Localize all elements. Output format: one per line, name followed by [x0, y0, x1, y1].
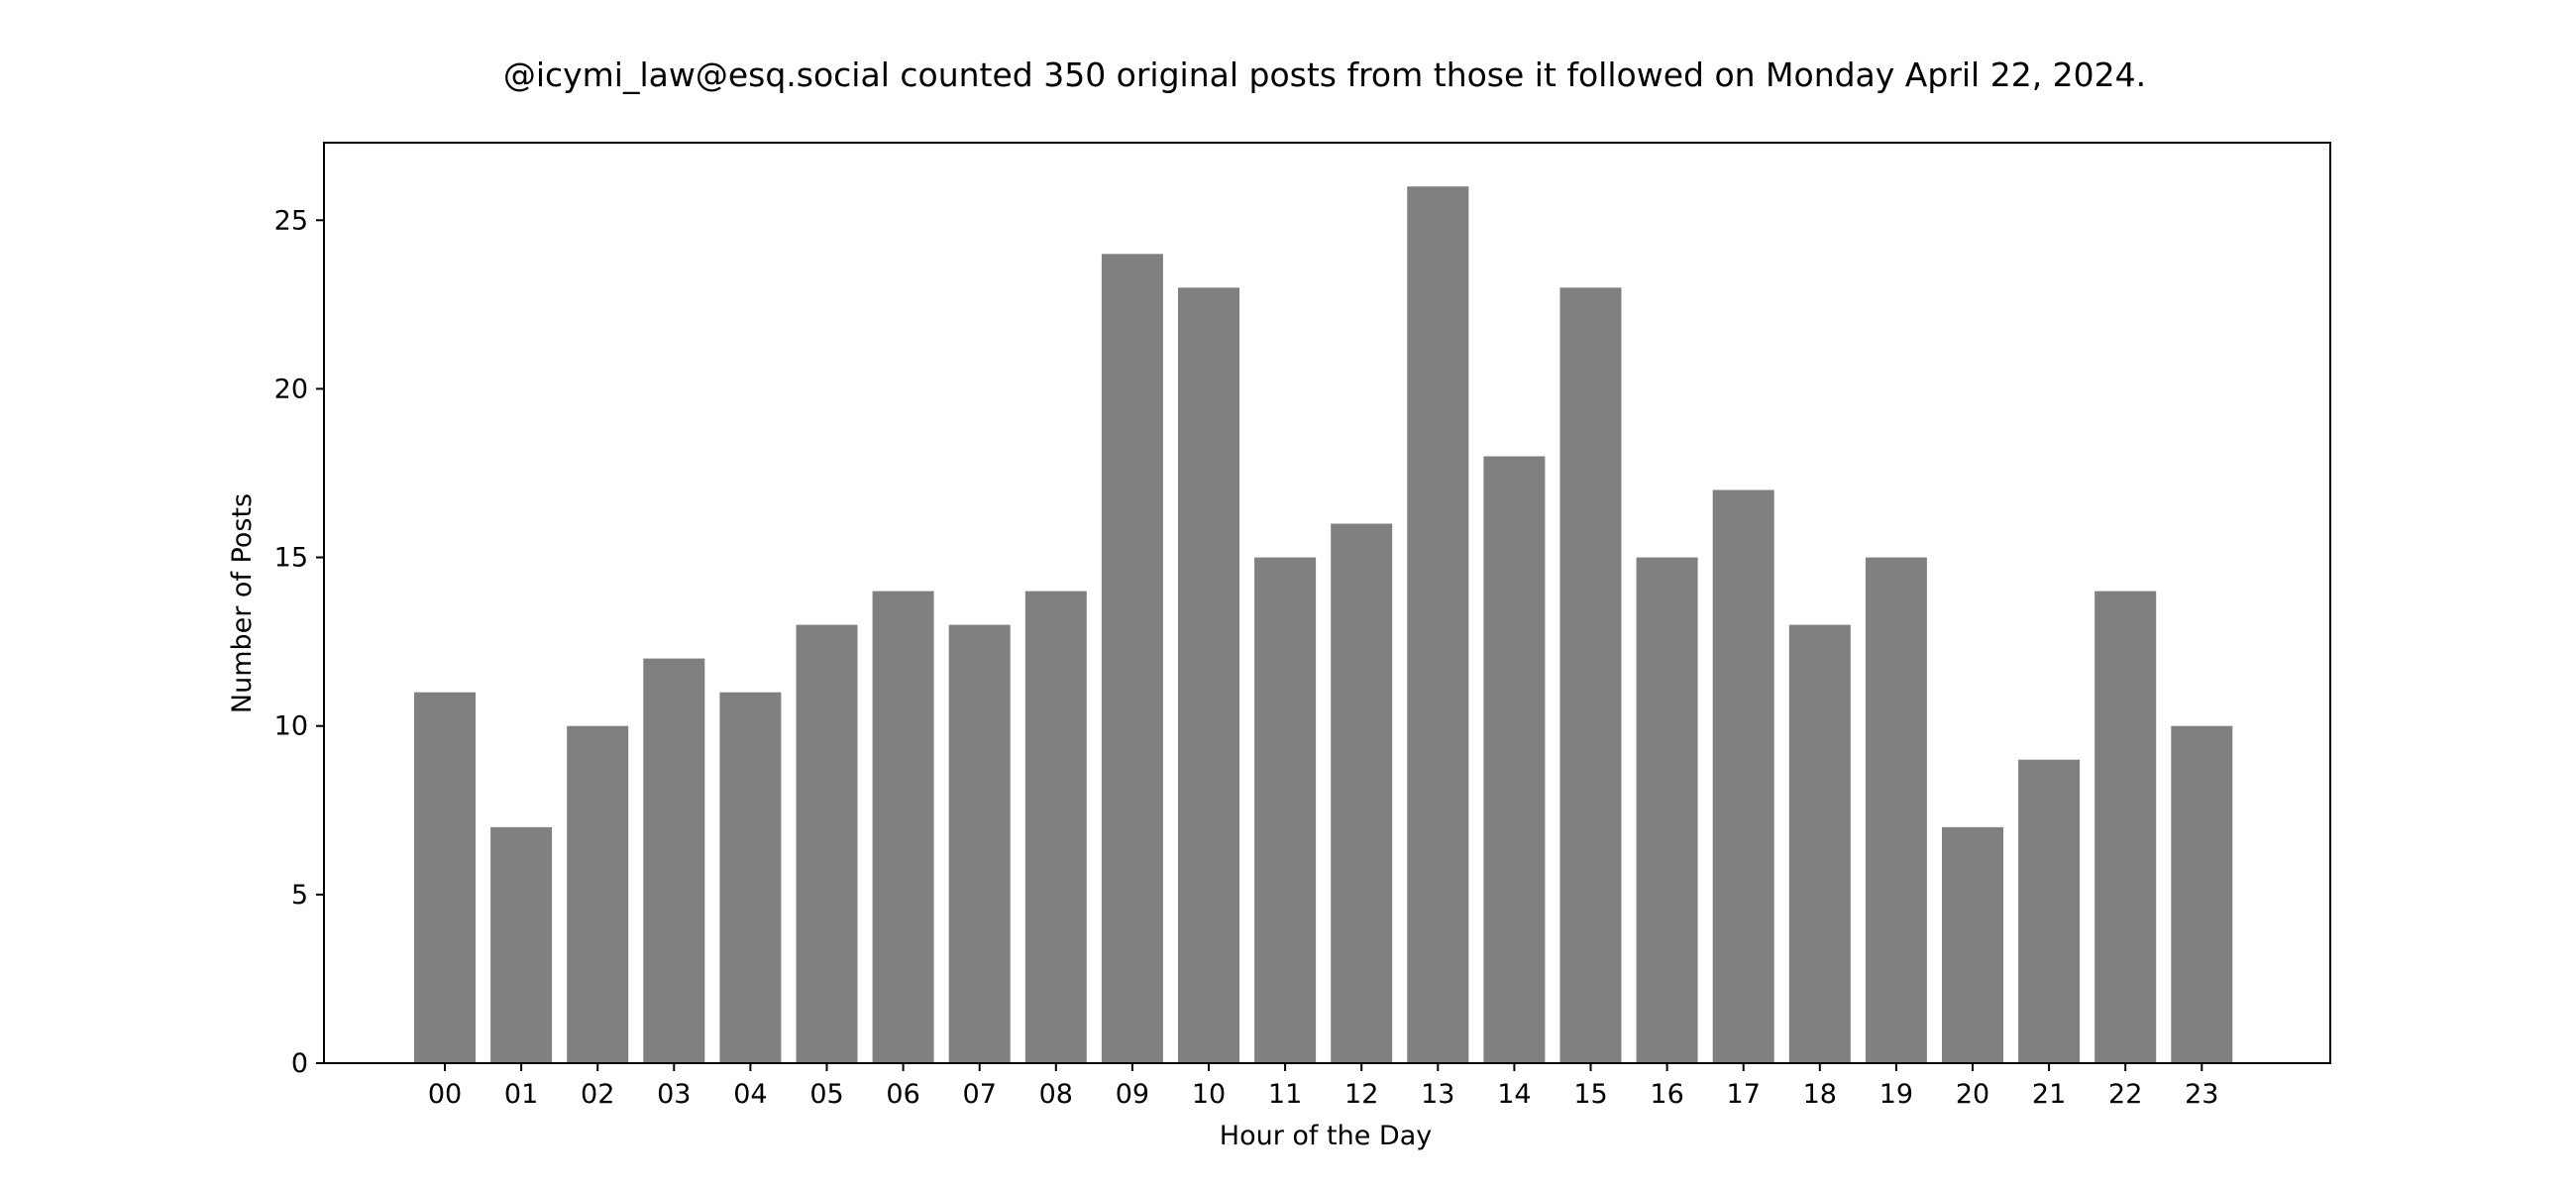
x-tick-label: 04: [733, 1079, 767, 1110]
bar-09: [1101, 254, 1163, 1063]
bar-18: [1788, 624, 1851, 1063]
x-tick-label: 03: [657, 1079, 691, 1110]
bar-04: [719, 692, 782, 1063]
x-tick-label: 02: [581, 1079, 614, 1110]
bar-02: [567, 725, 629, 1063]
bar-21: [2018, 759, 2081, 1063]
x-tick-label: 12: [1344, 1079, 1378, 1110]
x-tick-label: 23: [2185, 1079, 2218, 1110]
y-tick-label: 10: [274, 711, 308, 742]
y-axis-label: Number of Posts: [227, 493, 258, 713]
y-tick-label: 20: [274, 374, 308, 404]
x-tick-label: 01: [504, 1079, 538, 1110]
x-tick-label: 19: [1879, 1079, 1913, 1110]
bar-13: [1407, 186, 1469, 1063]
x-tick-label: 22: [2108, 1079, 2142, 1110]
bar-01: [490, 826, 553, 1063]
bar-12: [1331, 523, 1393, 1063]
bar-15: [1559, 287, 1622, 1063]
x-tick-label: 06: [886, 1079, 919, 1110]
x-tick-label: 16: [1650, 1079, 1683, 1110]
x-tick-label: 05: [809, 1079, 843, 1110]
y-tick-label: 25: [274, 205, 308, 236]
x-tick-label: 18: [1803, 1079, 1837, 1110]
bar-17: [1712, 489, 1774, 1063]
x-tick-label: 21: [2032, 1079, 2066, 1110]
bar-22: [2094, 591, 2157, 1063]
bars-group: [414, 186, 2233, 1063]
x-tick-label: 15: [1573, 1079, 1607, 1110]
chart-title: @icymi_law@esq.social counted 350 origin…: [503, 55, 2146, 94]
bar-00: [414, 692, 476, 1063]
x-tick-label: 14: [1497, 1079, 1531, 1110]
bar-11: [1254, 557, 1317, 1063]
x-tick-label: 20: [1956, 1079, 1989, 1110]
bar-05: [796, 624, 858, 1063]
bar-08: [1024, 591, 1087, 1063]
x-tick-label: 13: [1421, 1079, 1454, 1110]
x-tick-label: 08: [1039, 1079, 1073, 1110]
x-tick-label: 09: [1116, 1079, 1149, 1110]
bar-20: [1942, 826, 2003, 1063]
x-axis: 00 01 02 03 04 05 06 07 08 09 10 11 12 13 14 15 16 17 18 19…: [428, 1063, 2218, 1110]
x-tick-label: 10: [1192, 1079, 1226, 1110]
bar-07: [948, 624, 1011, 1063]
x-axis-label: Hour of the Day: [1220, 1121, 1432, 1151]
x-tick-label: 11: [1268, 1079, 1302, 1110]
y-axis: 0 5 10 15 20 25: [274, 205, 324, 1079]
x-tick-label: 17: [1727, 1079, 1761, 1110]
bar-19: [1865, 557, 1927, 1063]
bar-16: [1636, 557, 1698, 1063]
y-tick-label: 5: [291, 880, 308, 911]
bar-03: [643, 658, 705, 1063]
bar-06: [872, 591, 934, 1063]
x-tick-label: 00: [428, 1079, 462, 1110]
x-tick-label: 07: [963, 1079, 997, 1110]
y-tick-label: 0: [291, 1048, 308, 1079]
bar-23: [2171, 725, 2233, 1063]
bar-10: [1178, 287, 1239, 1063]
plot-frame: [323, 142, 2331, 1064]
bar-14: [1483, 456, 1546, 1063]
y-tick-label: 15: [274, 543, 308, 574]
